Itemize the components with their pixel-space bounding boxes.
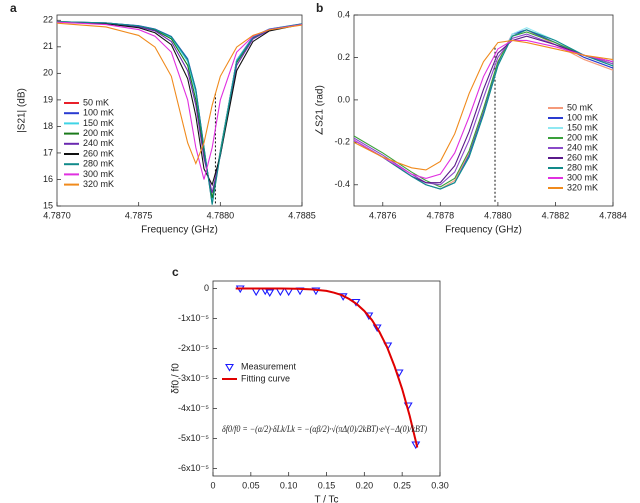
x-tick-label: 0.30 [431, 480, 449, 490]
legend-label: 320 mK [567, 182, 598, 192]
series-line [353, 29, 614, 190]
legend-label: Measurement [241, 361, 297, 371]
plot-frame [353, 14, 614, 207]
x-tick-label: 0.15 [318, 480, 336, 490]
legend-marker [225, 363, 234, 372]
y-tick-label: 16 [43, 174, 53, 184]
x-tick-label: 4.7878 [427, 210, 455, 220]
series-line [353, 39, 614, 179]
legend-label: 280 mK [83, 159, 114, 169]
data-point [265, 289, 275, 297]
y-tick-label: -5x10⁻⁵ [178, 433, 209, 443]
x-axis-label: Frequency (GHz) [445, 225, 522, 236]
y-tick-label: 19 [43, 94, 53, 104]
series-line [56, 22, 303, 166]
legend-label: 260 mK [83, 148, 114, 158]
x-tick-label: 0.10 [280, 480, 298, 490]
panel-label: c [172, 265, 179, 279]
y-tick-label: -2x10⁻⁵ [178, 343, 209, 353]
y-tick-label: -6x10⁻⁵ [178, 463, 209, 473]
legend-label: 100 mK [83, 108, 114, 118]
series-line [235, 287, 419, 448]
x-tick-label: 4.7870 [43, 210, 71, 220]
x-tick-label: 0.25 [393, 480, 411, 490]
y-tick-label: 0.0 [337, 94, 350, 104]
y-tick-label: 18 [43, 121, 53, 131]
x-tick-label: 4.7875 [125, 210, 153, 220]
x-tick-label: 0.05 [242, 480, 260, 490]
legend-label: 100 mK [567, 112, 598, 122]
legend-label: 240 mK [567, 142, 598, 152]
data-point [251, 288, 261, 297]
legend-label: Fitting curve [241, 373, 290, 383]
data-point [275, 288, 285, 297]
legend-label: 260 mK [567, 152, 598, 162]
data-point [364, 312, 374, 321]
legend-label: 240 mK [83, 138, 114, 148]
y-tick-label: 0 [204, 283, 209, 293]
x-tick-label: 4.7885 [288, 210, 316, 220]
legend-label: 50 mK [567, 102, 593, 112]
y-tick-label: -0.4 [334, 179, 350, 189]
legend-label: 200 mK [567, 132, 598, 142]
x-tick-label: 0 [210, 480, 215, 490]
x-tick-label: 4.7882 [542, 210, 570, 220]
y-axis-label: |S21| (dB) [17, 88, 28, 133]
series-line [56, 21, 303, 205]
legend-label: 200 mK [83, 128, 114, 138]
series-line [56, 21, 303, 193]
x-tick-label: 4.7880 [207, 210, 235, 220]
legend-label: 280 mK [567, 162, 598, 172]
y-axis-label: δf0 / f0 [171, 363, 182, 394]
y-tick-label: 0.2 [337, 52, 350, 62]
x-axis-label: T / Tc [314, 495, 338, 503]
y-tick-label: 20 [43, 68, 53, 78]
legend-label: 300 mK [567, 172, 598, 182]
series-line [353, 31, 614, 188]
x-tick-label: 0.20 [356, 480, 374, 490]
panel-label: a [10, 1, 17, 15]
x-tick-label: 4.7880 [484, 210, 512, 220]
y-tick-label: 21 [43, 41, 53, 51]
y-tick-label: 22 [43, 15, 53, 25]
plot-frame [56, 14, 303, 207]
y-tick-label: -4x10⁻⁵ [178, 403, 209, 413]
x-axis-label: Frequency (GHz) [141, 225, 218, 236]
legend-label: 300 mK [83, 169, 114, 179]
data-point [372, 324, 382, 333]
legend-label: 320 mK [83, 179, 114, 189]
y-tick-label: -3x10⁻⁵ [178, 373, 209, 383]
y-axis-label: ∠S21 (rad) [315, 85, 326, 136]
x-tick-label: 4.7876 [369, 210, 397, 220]
series-line [56, 21, 303, 187]
series-line [353, 39, 614, 171]
y-tick-label: 15 [43, 200, 53, 210]
formula: δf0/f0 = −(α/2)·δLk/Lk = −(αβ/2)·√(πΔ(0)… [222, 424, 427, 434]
legend-label: 50 mK [83, 97, 109, 107]
panel-label: b [316, 1, 323, 15]
y-tick-label: -0.2 [334, 137, 350, 147]
series-line [56, 21, 303, 180]
legend-label: 150 mK [567, 122, 598, 132]
legend-label: 150 mK [83, 118, 114, 128]
y-tick-label: -1x10⁻⁵ [178, 313, 209, 323]
y-tick-label: 0.4 [337, 9, 350, 19]
data-point [311, 287, 321, 296]
y-tick-label: 17 [43, 147, 53, 157]
x-tick-label: 4.7884 [599, 210, 627, 220]
data-point [284, 288, 294, 297]
